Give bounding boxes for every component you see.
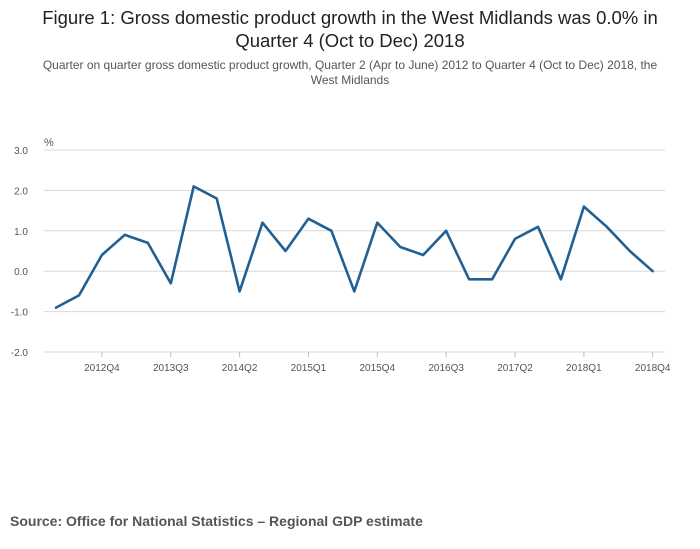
x-tick-label: 2018Q1 (566, 363, 602, 374)
y-tick-label: -1.0 (11, 308, 29, 319)
chart-title: Figure 1: Gross domestic product growth … (42, 7, 658, 51)
y-tick-label: 2.0 (14, 186, 28, 197)
x-tick-label: 2014Q2 (222, 363, 258, 374)
x-tick-label: 2013Q3 (153, 363, 189, 374)
y-axis-label: % (44, 137, 54, 149)
x-tick-label: 2015Q1 (291, 363, 327, 374)
y-tick-label: 3.0 (14, 146, 28, 157)
y-tick-label: -2.0 (11, 348, 29, 359)
series-line-west-midlands (54, 185, 655, 309)
x-tick-label: 2018Q4 (635, 363, 671, 374)
x-tick-label: 2016Q3 (428, 363, 464, 374)
x-tick-label: 2017Q2 (497, 363, 533, 374)
x-tick-label: 2015Q4 (360, 363, 396, 374)
y-tick-label: 1.0 (14, 227, 28, 238)
y-tick-label: 0.0 (14, 267, 28, 278)
x-tick-label: 2012Q4 (84, 363, 120, 374)
source-note: Source: Office for National Statistics –… (10, 513, 423, 529)
chart-subtitle: Quarter on quarter gross domestic produc… (42, 58, 658, 87)
